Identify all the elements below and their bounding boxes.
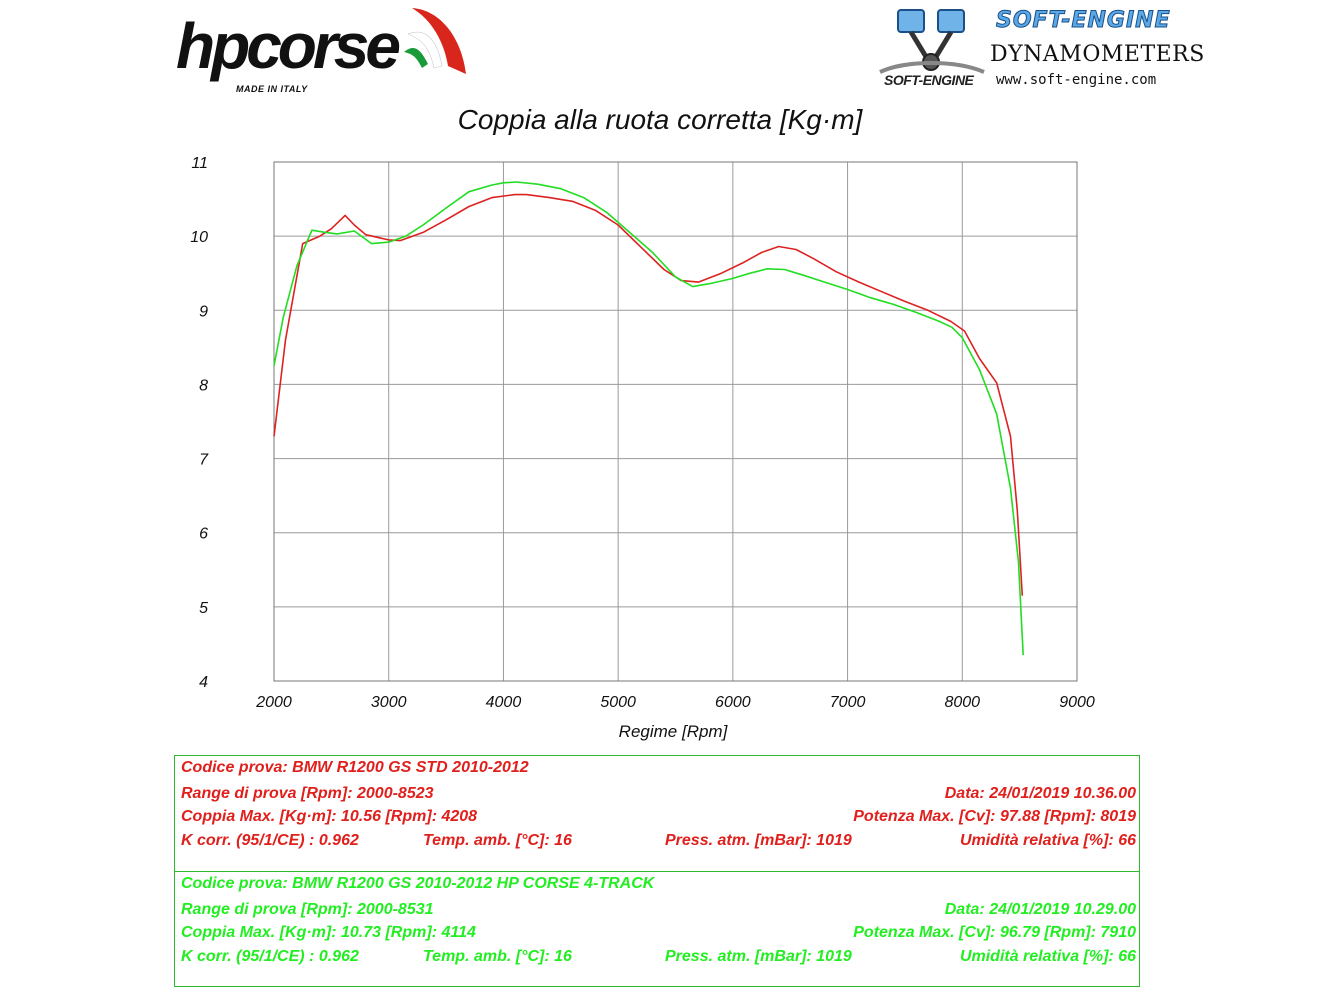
info-line: Range di prova [Rpm]: 2000-8531 Data: 24…	[175, 898, 1139, 922]
info-line: Codice prova: BMW R1200 GS STD 2010-2012	[175, 756, 1139, 782]
x-tick-label: 5000	[600, 694, 636, 711]
test-date: Data: 24/01/2019 10.36.00	[944, 784, 1136, 802]
potenza-max: Potenza Max. [Cv]: 96.79 [Rpm]: 7910	[853, 924, 1136, 941]
italian-flag-swoosh-icon	[404, 8, 466, 74]
chart-grid	[273, 161, 1078, 682]
torque-chart: 4 5 6 7 8 9 10 11 2000 3000 4000 5000 6000 7000 8000 9…	[190, 155, 1095, 741]
hpcorse-logo-text: hpcorse	[176, 10, 401, 82]
y-tick-label: 5	[199, 600, 208, 617]
info-line: K corr. (95/1/CE) : 0.962 Temp. amb. [°C…	[175, 945, 1139, 969]
umidita-relativa: Umidità relativa [%]: 66	[959, 831, 1136, 849]
umidita-relativa: Umidità relativa [%]: 66	[959, 947, 1136, 965]
coppia-max: Coppia Max. [Kg·m]: 10.56 [Rpm]: 4208	[181, 808, 478, 825]
range-prova: Range di prova [Rpm]: 2000-8523	[181, 784, 434, 802]
y-tick-label: 9	[199, 303, 208, 320]
chart-title: Coppia alla ruota corretta [Kg·m]	[457, 104, 863, 135]
x-axis-label: Regime [Rpm]	[619, 722, 729, 741]
press-atm: Press. atm. [mBar]: 1019	[665, 947, 852, 965]
range-prova: Range di prova [Rpm]: 2000-8531	[181, 900, 434, 918]
soft-engine-mark-text: SOFT-ENGINE	[884, 72, 974, 88]
hpcorse-logo-subtitle: MADE IN ITALY	[236, 84, 308, 94]
info-line: Coppia Max. [Kg·m]: 10.73 [Rpm]: 4114 Po…	[175, 921, 1139, 945]
y-tick-label: 4	[199, 674, 208, 691]
x-axis-ticks: 2000 3000 4000 5000 6000 7000 8000 9000	[255, 694, 1095, 711]
temp-amb: Temp. amb. [°C]: 16	[423, 831, 572, 849]
soft-engine-title: SOFT-ENGINE	[996, 8, 1171, 34]
k-corr: K corr. (95/1/CE) : 0.962	[181, 831, 359, 849]
x-tick-label: 8000	[944, 694, 980, 711]
test-date: Data: 24/01/2019 10.29.00	[944, 900, 1136, 918]
x-tick-label: 6000	[715, 694, 751, 711]
series-line-std	[273, 193, 1024, 596]
piston-icon	[879, 9, 985, 74]
codice-prova: Codice prova: BMW R1200 GS 2010-2012 HP …	[181, 875, 655, 892]
plot-frame	[273, 161, 1078, 682]
press-atm: Press. atm. [mBar]: 1019	[665, 831, 852, 849]
test-info-block-hpcorse: Codice prova: BMW R1200 GS 2010-2012 HP …	[175, 871, 1139, 986]
y-tick-label: 6	[199, 526, 208, 543]
y-tick-label: 8	[199, 377, 208, 394]
x-tick-label: 9000	[1059, 694, 1095, 711]
info-line: Range di prova [Rpm]: 2000-8523 Data: 24…	[175, 782, 1139, 806]
k-corr: K corr. (95/1/CE) : 0.962	[181, 947, 359, 965]
header: hpcorse MADE IN ITALY SOFT-ENGINE SOFT-E…	[0, 0, 1320, 110]
soft-engine-website: www.soft-engine.com	[996, 72, 1157, 88]
info-line: Coppia Max. [Kg·m]: 10.56 [Rpm]: 4208 Po…	[175, 805, 1139, 829]
coppia-max: Coppia Max. [Kg·m]: 10.73 [Rpm]: 4114	[181, 924, 476, 941]
info-line: Codice prova: BMW R1200 GS 2010-2012 HP …	[175, 872, 1139, 898]
x-tick-label: 7000	[830, 694, 866, 711]
series-line-hpcorse	[273, 181, 1024, 656]
y-tick-label: 7	[199, 452, 209, 469]
chart-series	[273, 181, 1024, 656]
test-info-table: Codice prova: BMW R1200 GS STD 2010-2012…	[174, 755, 1140, 987]
y-tick-label: 10	[190, 229, 208, 246]
y-axis-ticks: 4 5 6 7 8 9 10 11	[190, 155, 209, 691]
soft-engine-subtitle: DYNAMOMETERS	[990, 42, 1205, 67]
info-line: K corr. (95/1/CE) : 0.962 Temp. amb. [°C…	[175, 829, 1139, 853]
y-tick-label: 11	[191, 155, 208, 172]
temp-amb: Temp. amb. [°C]: 16	[423, 947, 572, 965]
potenza-max: Potenza Max. [Cv]: 97.88 [Rpm]: 8019	[853, 808, 1136, 825]
x-tick-label: 2000	[255, 694, 292, 711]
test-info-block-std: Codice prova: BMW R1200 GS STD 2010-2012…	[175, 756, 1139, 871]
soft-engine-logo: SOFT-ENGINE SOFT-ENGINE DYNAMOMETERS www…	[876, 6, 1204, 98]
x-tick-label: 3000	[371, 694, 407, 711]
x-tick-label: 4000	[486, 694, 522, 711]
hpcorse-logo: hpcorse MADE IN ITALY	[170, 4, 480, 104]
codice-prova: Codice prova: BMW R1200 GS STD 2010-2012	[181, 759, 529, 776]
